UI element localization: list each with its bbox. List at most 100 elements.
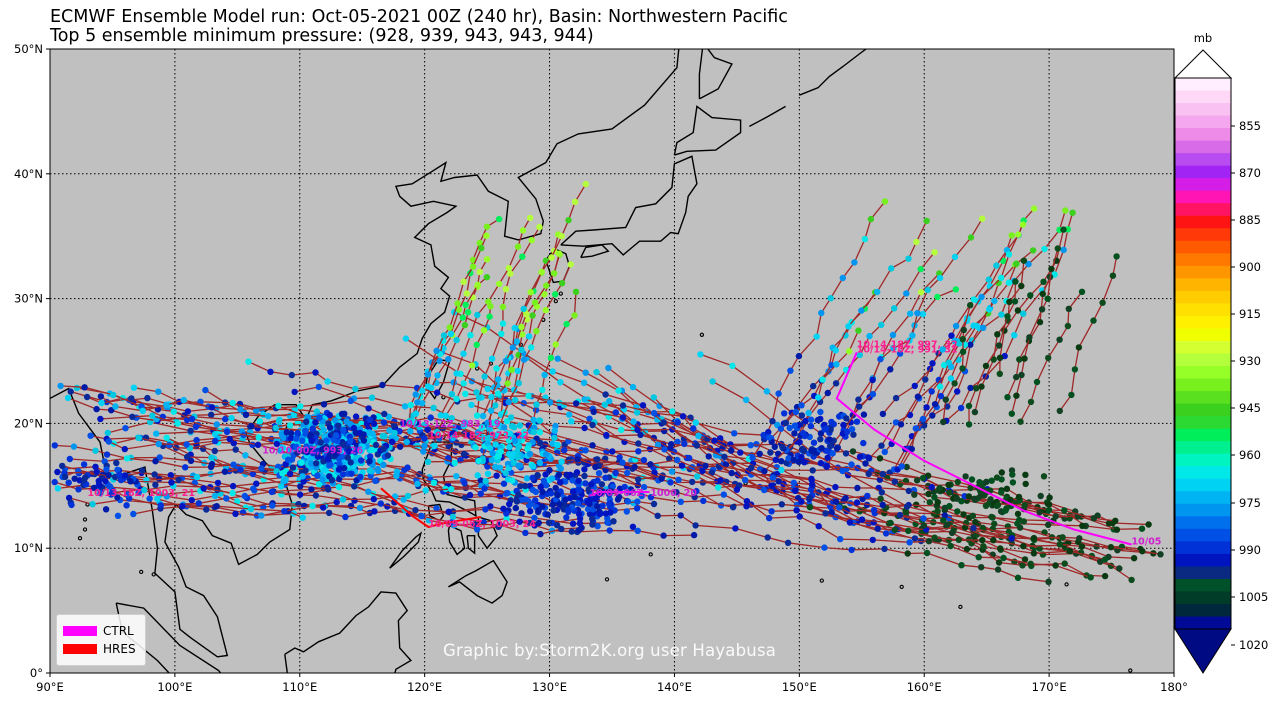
track-point <box>519 253 526 260</box>
track-point <box>282 476 289 483</box>
track-point <box>73 384 81 392</box>
track-point <box>582 369 589 376</box>
colorbar-segment <box>1175 516 1231 530</box>
track-point <box>589 515 596 523</box>
track-point <box>561 446 568 454</box>
track-point <box>858 516 866 523</box>
track-point <box>876 455 884 462</box>
track-point <box>973 322 980 330</box>
track-point <box>459 314 466 321</box>
track-point <box>539 488 546 496</box>
track-point <box>490 419 497 426</box>
track-point <box>881 545 888 553</box>
track-point <box>525 422 532 429</box>
chart-title-line-2: Top 5 ensemble minimum pressure: (928, 9… <box>50 26 594 46</box>
track-point <box>581 396 588 403</box>
track-point <box>155 388 162 395</box>
track-point <box>454 300 461 307</box>
track-point <box>782 419 790 426</box>
track-point <box>574 487 582 494</box>
track-point <box>222 415 229 423</box>
track-point <box>1107 544 1115 551</box>
track-point <box>832 483 839 491</box>
track-point <box>157 502 164 509</box>
track-point <box>105 438 113 445</box>
track-point <box>567 471 574 478</box>
track-point <box>473 389 480 396</box>
legend-item-ctrl: CTRL <box>63 624 134 638</box>
track-point <box>535 507 542 514</box>
track-point <box>1045 521 1052 528</box>
track-point <box>853 499 861 506</box>
track-point <box>460 350 467 357</box>
track-point <box>294 449 301 456</box>
track-point <box>433 428 441 435</box>
track-point <box>163 493 170 500</box>
longitude-ticks: 90°E 100°E 110°E 120°E 130°E 140°E 150°E 160°E 1… <box>36 673 1188 694</box>
track-point <box>823 462 831 470</box>
track-point <box>513 498 521 505</box>
track-point <box>991 297 998 305</box>
track-point <box>978 564 985 571</box>
track-line <box>499 264 572 426</box>
colorbar-segment <box>1175 553 1231 567</box>
track-point <box>372 477 379 484</box>
track-point <box>480 327 488 334</box>
track-point <box>743 396 750 404</box>
track-point <box>890 344 897 352</box>
chart-title-line-1: ECMWF Ensemble Model run: Oct-05-2021 00… <box>50 7 788 27</box>
x-tick-label: 90°E <box>36 680 64 694</box>
colorbar-label: 975 <box>1239 496 1261 510</box>
track-point <box>486 434 493 441</box>
track-point <box>946 502 953 510</box>
track-point <box>412 507 419 514</box>
track-point <box>861 235 869 243</box>
track-point <box>565 456 573 463</box>
track-point <box>610 518 617 525</box>
track-point <box>527 500 535 508</box>
track-point <box>484 470 492 477</box>
track-point <box>973 385 980 392</box>
track-point <box>660 419 667 426</box>
track-point <box>879 501 886 508</box>
track-point <box>919 310 927 318</box>
track-point <box>810 382 817 390</box>
track-point <box>548 254 555 261</box>
track-point <box>946 489 953 496</box>
track-point <box>581 424 588 432</box>
track-point <box>461 494 469 501</box>
track-point <box>346 448 353 455</box>
track-point <box>273 440 280 448</box>
track-point <box>742 476 749 484</box>
track-line <box>504 254 561 413</box>
track-point <box>686 454 693 462</box>
track-point <box>853 418 861 425</box>
track-point <box>502 357 510 365</box>
track-point <box>287 434 295 442</box>
track-point <box>400 496 407 503</box>
track-point <box>253 480 260 487</box>
track-point <box>184 408 192 415</box>
track-point <box>555 250 563 257</box>
x-tick-label: 150°E <box>782 680 817 694</box>
track-point <box>678 462 686 469</box>
track-point <box>545 519 553 526</box>
track-point <box>968 476 976 483</box>
colorbar-label: 990 <box>1239 543 1261 557</box>
track-point <box>667 479 674 486</box>
track-point <box>1116 565 1123 572</box>
track-point <box>320 504 327 511</box>
track-point <box>711 437 718 444</box>
track-point <box>945 481 952 489</box>
track-point <box>333 498 340 506</box>
track-point <box>124 491 131 498</box>
track-point <box>553 441 561 449</box>
track-point <box>856 351 863 359</box>
track-point <box>842 495 849 502</box>
y-tick-label: 10°N <box>14 541 43 555</box>
track-point <box>941 512 948 519</box>
track-point <box>139 407 146 414</box>
track-point <box>226 435 233 443</box>
track-point <box>508 366 515 373</box>
track-point <box>449 513 457 521</box>
